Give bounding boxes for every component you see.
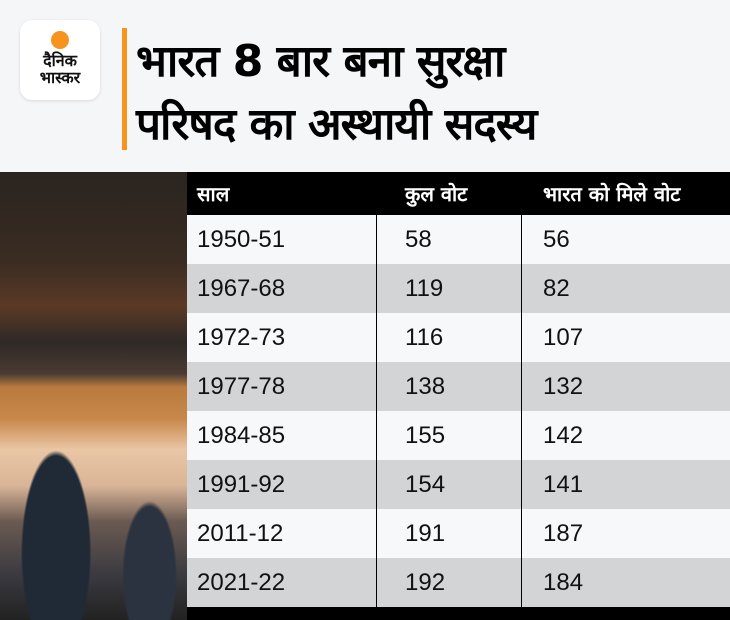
- total-votes-cell: 192: [405, 568, 446, 596]
- year-cell: 2011-12: [197, 519, 284, 547]
- sun-icon: [51, 31, 69, 49]
- column-divider: [521, 215, 522, 607]
- title-line1: भारत 8 बार बना सुरक्षा: [136, 36, 505, 87]
- year-cell: 1977-78: [197, 372, 286, 400]
- year-cell: 2021-22: [197, 568, 286, 596]
- india-votes-cell: 107: [543, 323, 584, 351]
- total-votes-cell: 58: [405, 225, 432, 253]
- india-votes-cell: 82: [543, 274, 570, 302]
- table-header: साल कुल वोट भारत को मिले वोट: [187, 172, 730, 215]
- accent-bar: [122, 28, 127, 150]
- security-council-photo: [0, 172, 187, 620]
- total-votes-cell: 155: [405, 421, 446, 449]
- header-year: साल: [197, 182, 230, 206]
- year-cell: 1991-92: [197, 470, 286, 498]
- header-india-votes: भारत को मिले वोट: [543, 182, 681, 206]
- title-line2: परिषद का अस्थायी सदस्य: [136, 99, 537, 150]
- total-votes-cell: 191: [405, 519, 446, 547]
- year-cell: 1972-73: [197, 323, 286, 351]
- year-cell: 1984-85: [197, 421, 286, 449]
- total-votes-cell: 154: [405, 470, 446, 498]
- india-votes-cell: 141: [543, 470, 584, 498]
- page-title: भारत 8 बार बना सुरक्षा परिषद का अस्थायी …: [136, 30, 726, 156]
- table-row: 1972-73 116 107: [187, 313, 730, 362]
- table-row: 1991-92 154 141: [187, 460, 730, 509]
- india-votes-cell: 56: [543, 225, 570, 253]
- header-total-votes: कुल वोट: [405, 182, 468, 206]
- year-cell: 1967-68: [197, 274, 286, 302]
- logo-line1: दैनिक: [43, 51, 77, 70]
- india-votes-cell: 142: [543, 421, 584, 449]
- india-votes-cell: 187: [543, 519, 584, 547]
- total-votes-cell: 116: [405, 323, 444, 351]
- table-row: 1984-85 155 142: [187, 411, 730, 460]
- total-votes-cell: 138: [405, 372, 446, 400]
- votes-table: साल कुल वोट भारत को मिले वोट 1950-51 58 56…: [187, 172, 730, 620]
- table-row: 1967-68 119 82: [187, 264, 730, 313]
- table-row: 1977-78 138 132: [187, 362, 730, 411]
- table-row: 2011-12 191 187: [187, 509, 730, 558]
- logo-line2: भास्कर: [39, 68, 81, 87]
- india-votes-cell: 184: [543, 568, 584, 596]
- year-cell: 1950-51: [197, 225, 286, 253]
- dainik-bhaskar-logo: दैनिक भास्कर: [20, 20, 100, 100]
- india-votes-cell: 132: [543, 372, 584, 400]
- column-divider: [376, 215, 377, 607]
- table-row: 2021-22 192 184: [187, 558, 730, 607]
- table-row: 1950-51 58 56: [187, 215, 730, 264]
- total-votes-cell: 119: [405, 274, 444, 302]
